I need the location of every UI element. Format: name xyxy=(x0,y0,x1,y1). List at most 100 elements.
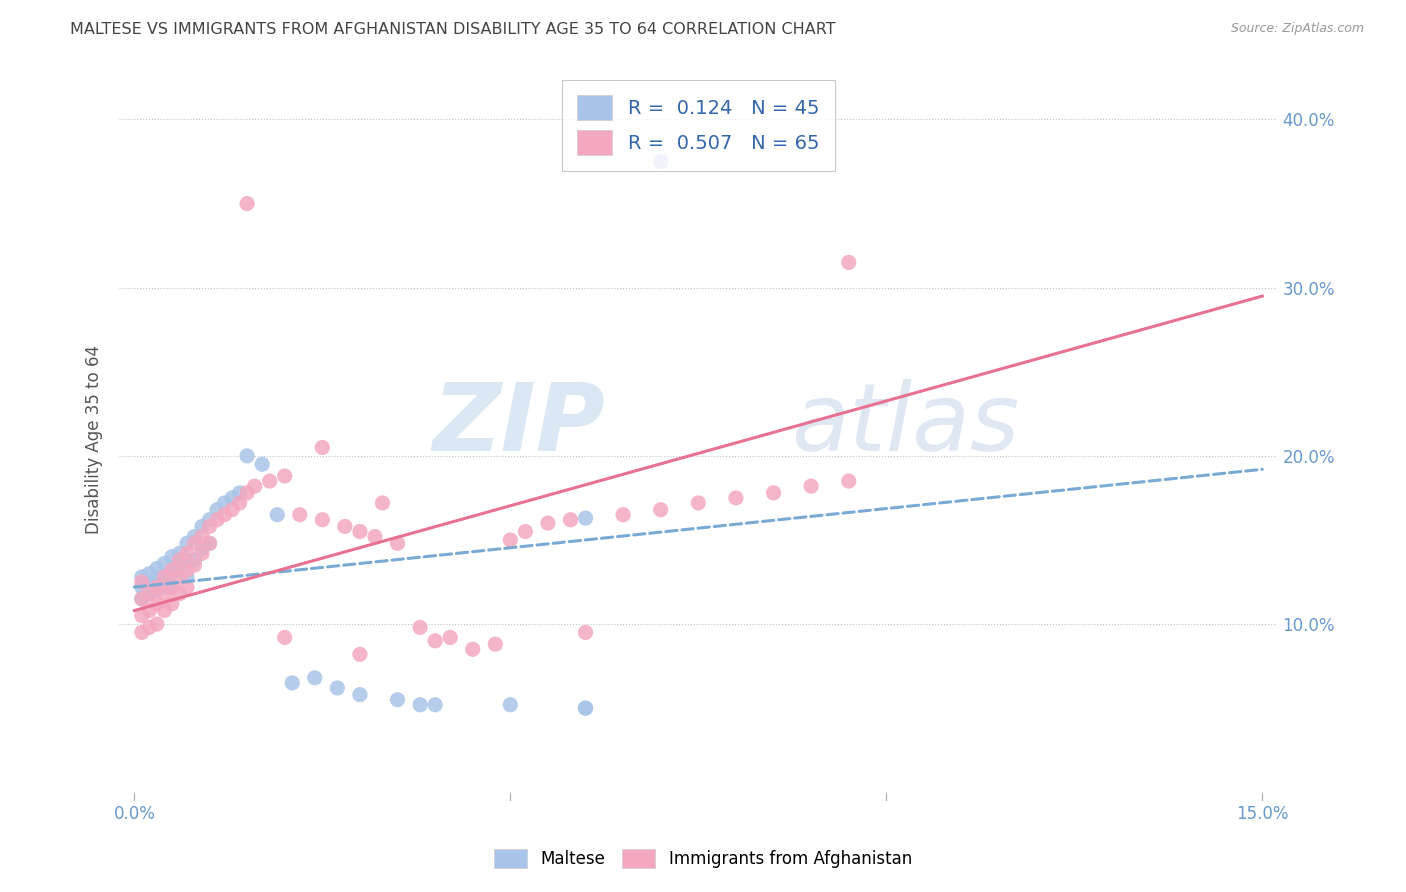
Point xyxy=(131,574,153,589)
Point xyxy=(146,597,169,611)
Point xyxy=(371,496,394,510)
Point xyxy=(274,469,297,483)
Point xyxy=(423,633,446,648)
Point xyxy=(688,496,710,510)
Point xyxy=(169,546,191,560)
Point xyxy=(146,572,169,586)
Point xyxy=(650,154,672,169)
Point xyxy=(499,698,522,712)
Text: atlas: atlas xyxy=(792,379,1019,470)
Point xyxy=(169,558,191,573)
Point xyxy=(349,524,371,539)
Point xyxy=(183,536,205,550)
Point xyxy=(131,580,153,594)
Point xyxy=(153,557,176,571)
Point xyxy=(131,608,153,623)
Point xyxy=(800,479,823,493)
Point xyxy=(409,620,432,634)
Point xyxy=(153,570,176,584)
Point xyxy=(461,642,484,657)
Legend: Maltese, Immigrants from Afghanistan: Maltese, Immigrants from Afghanistan xyxy=(488,842,918,875)
Legend: R =  0.124   N = 45, R =  0.507   N = 65: R = 0.124 N = 45, R = 0.507 N = 65 xyxy=(562,80,835,170)
Point xyxy=(183,530,205,544)
Point xyxy=(349,648,371,662)
Point xyxy=(221,491,243,505)
Point xyxy=(387,536,409,550)
Point xyxy=(574,511,596,525)
Point xyxy=(146,617,169,632)
Point xyxy=(221,502,243,516)
Point xyxy=(169,587,191,601)
Point xyxy=(183,553,205,567)
Point xyxy=(138,576,160,591)
Point xyxy=(484,637,506,651)
Point xyxy=(274,631,297,645)
Text: Source: ZipAtlas.com: Source: ZipAtlas.com xyxy=(1230,22,1364,36)
Y-axis label: Disability Age 35 to 64: Disability Age 35 to 64 xyxy=(86,344,103,533)
Point xyxy=(138,620,160,634)
Point xyxy=(146,561,169,575)
Point xyxy=(304,671,326,685)
Point xyxy=(176,580,198,594)
Point xyxy=(574,701,596,715)
Point xyxy=(499,533,522,547)
Point xyxy=(131,570,153,584)
Point xyxy=(281,676,304,690)
Point xyxy=(236,196,259,211)
Point xyxy=(439,631,461,645)
Point xyxy=(311,441,333,455)
Point xyxy=(423,698,446,712)
Point xyxy=(146,580,169,594)
Point xyxy=(236,449,259,463)
Point xyxy=(650,502,672,516)
Point xyxy=(176,563,198,577)
Point xyxy=(153,580,176,594)
Point xyxy=(153,604,176,618)
Point xyxy=(574,625,596,640)
Point xyxy=(349,688,371,702)
Point xyxy=(250,457,273,471)
Point xyxy=(364,530,387,544)
Point xyxy=(198,536,221,550)
Point xyxy=(138,587,160,601)
Point xyxy=(131,591,153,606)
Point xyxy=(409,698,432,712)
Point xyxy=(205,513,228,527)
Text: ZIP: ZIP xyxy=(433,378,606,471)
Point xyxy=(762,486,785,500)
Point xyxy=(198,513,221,527)
Point xyxy=(838,474,860,488)
Point xyxy=(574,701,596,715)
Point xyxy=(214,496,236,510)
Point xyxy=(138,604,160,618)
Point xyxy=(214,508,236,522)
Point xyxy=(176,536,198,550)
Point xyxy=(560,513,582,527)
Point xyxy=(243,479,266,493)
Point xyxy=(160,566,183,581)
Point xyxy=(138,566,160,581)
Point xyxy=(311,513,333,527)
Point xyxy=(153,570,176,584)
Point xyxy=(153,587,176,601)
Point xyxy=(612,508,634,522)
Point xyxy=(176,553,198,567)
Point xyxy=(160,563,183,577)
Point xyxy=(176,570,198,584)
Point xyxy=(160,549,183,564)
Point xyxy=(326,681,349,695)
Point xyxy=(160,580,183,594)
Point xyxy=(288,508,311,522)
Point xyxy=(228,486,250,500)
Point xyxy=(146,583,169,598)
Point xyxy=(138,587,160,601)
Point xyxy=(160,597,183,611)
Point xyxy=(191,546,214,560)
Point xyxy=(205,502,228,516)
Point xyxy=(537,516,560,530)
Point xyxy=(131,625,153,640)
Point xyxy=(198,536,221,550)
Point xyxy=(515,524,537,539)
Point xyxy=(160,580,183,594)
Text: MALTESE VS IMMIGRANTS FROM AFGHANISTAN DISABILITY AGE 35 TO 64 CORRELATION CHART: MALTESE VS IMMIGRANTS FROM AFGHANISTAN D… xyxy=(70,22,837,37)
